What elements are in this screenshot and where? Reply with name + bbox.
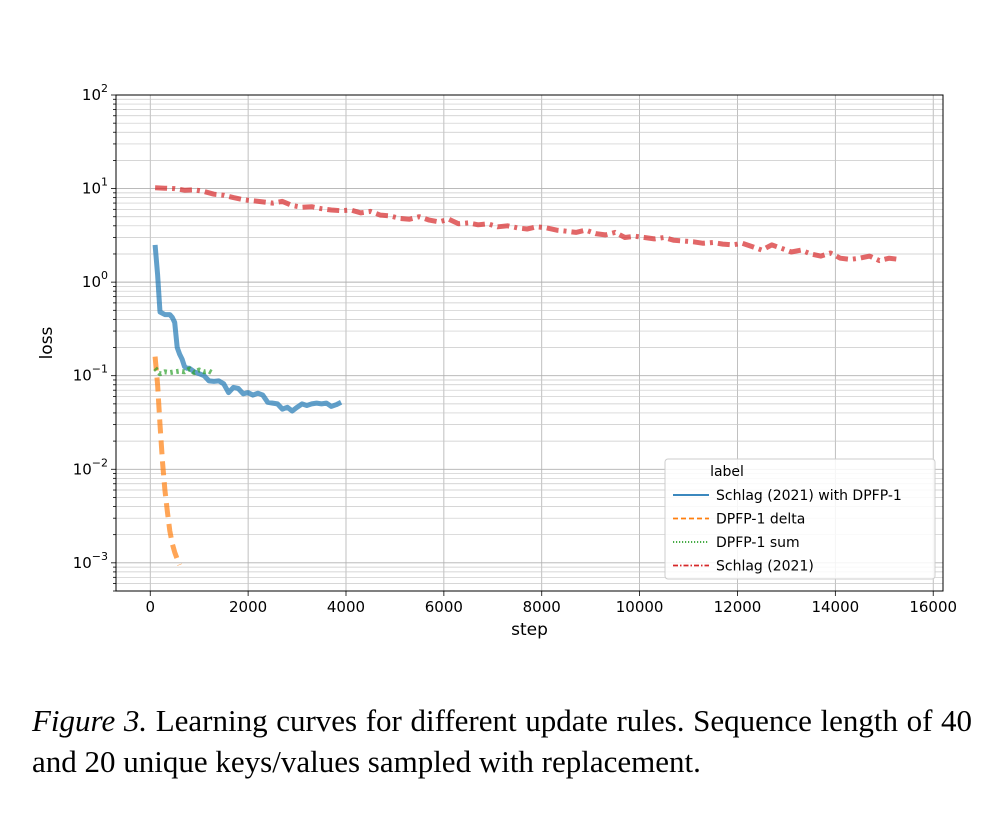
legend-title: label — [710, 464, 744, 480]
series-lines — [152, 185, 900, 566]
axis-ticks: 0 2000 4000 6000 8000 10000 12000 14000 16000 10−… — [73, 82, 957, 616]
series-line-4 — [154, 185, 900, 264]
y-axis-label: loss — [37, 326, 57, 359]
legend-label-1: Schlag (2021) with DPFP-1 — [716, 488, 902, 504]
y-tick-label: 10−3 — [73, 550, 108, 572]
legend-box — [664, 458, 936, 580]
y-tick-label: 102 — [82, 82, 108, 104]
figure-caption: Figure 3. Learning curves for different … — [32, 700, 972, 782]
x-tick-label: 14000 — [811, 598, 859, 616]
caption-text: Learning curves for different update rul… — [32, 703, 972, 779]
x-tick-label: 2000 — [229, 598, 267, 616]
series-line-2 — [152, 356, 182, 566]
legend-label-4: Schlag (2021) — [716, 559, 814, 575]
x-axis-label: step — [511, 620, 548, 640]
y-tick-label: 10−2 — [73, 456, 108, 478]
x-tick-label: 10000 — [616, 598, 664, 616]
x-tick-label: 12000 — [714, 598, 762, 616]
x-tick-label: 16000 — [909, 598, 957, 616]
series-line-1 — [152, 244, 343, 414]
x-tick-label: 6000 — [425, 598, 463, 616]
y-tick-label: 10−1 — [73, 363, 108, 385]
legend-label-2: DPFP-1 delta — [716, 512, 805, 528]
y-tick-label: 101 — [82, 176, 108, 198]
x-tick-label: 8000 — [523, 598, 561, 616]
figure-label: Figure 3. — [32, 703, 148, 738]
learning-curves-chart: 0 2000 4000 6000 8000 10000 12000 14000 16000 10−… — [37, 82, 957, 640]
legend-label-3: DPFP-1 sum — [716, 535, 800, 551]
series-line-3 — [153, 366, 216, 377]
legend: label Schlag (2021) with DPFP-1 DPFP-1 del… — [664, 458, 936, 580]
x-tick-label: 0 — [145, 598, 155, 616]
plot-frame — [115, 94, 944, 592]
x-tick-label: 4000 — [327, 598, 365, 616]
y-tick-label: 100 — [82, 269, 108, 291]
